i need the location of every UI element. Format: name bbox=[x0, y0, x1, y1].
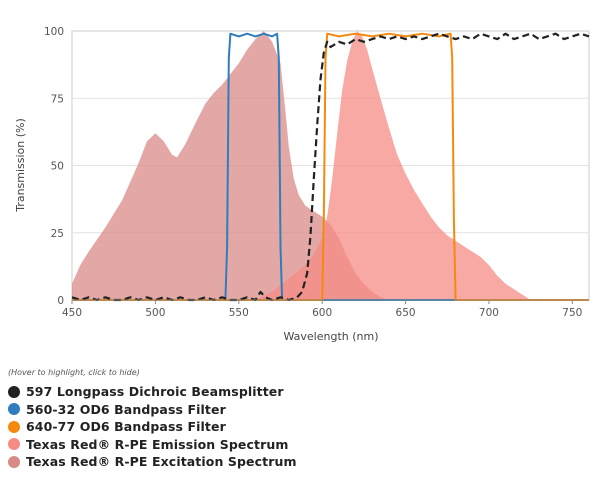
legend-item[interactable]: Texas Red® R-PE Excitation Spectrum bbox=[8, 453, 297, 471]
y-tick-label: 25 bbox=[51, 228, 64, 240]
y-axis-title: Transmission (%) bbox=[14, 118, 27, 213]
legend-swatch bbox=[8, 403, 20, 416]
legend-label: 597 Longpass Dichroic Beamsplitter bbox=[26, 384, 284, 400]
y-tick-label: 75 bbox=[51, 93, 64, 105]
series-4-line[interactable] bbox=[71, 32, 590, 302]
x-tick-label: 750 bbox=[562, 307, 582, 319]
legend-label: 640-77 OD6 Bandpass Filter bbox=[26, 419, 226, 435]
y-tick-label: 50 bbox=[51, 161, 64, 173]
x-tick-label: 550 bbox=[229, 307, 249, 319]
x-tick-label: 450 bbox=[62, 307, 82, 319]
legend-item[interactable]: 597 Longpass Dichroic Beamsplitter bbox=[8, 383, 297, 401]
legend: (Hover to highlight, click to hide) 597 … bbox=[8, 368, 297, 471]
x-axis-title: Wavelength (nm) bbox=[283, 330, 378, 343]
series-3-line[interactable] bbox=[72, 32, 589, 301]
legend-item[interactable]: Texas Red® R-PE Emission Spectrum bbox=[8, 436, 297, 454]
plot-series bbox=[71, 31, 590, 302]
spectrum-chart: 0 25 50 75 100 450 500 550 600 650 700 750 Waveleng… bbox=[14, 26, 590, 343]
x-tick-label: 650 bbox=[396, 307, 416, 319]
y-tick-label: 100 bbox=[44, 26, 64, 38]
y-tick-label: 0 bbox=[57, 295, 64, 307]
legend-swatch bbox=[8, 420, 20, 433]
series-2-line[interactable] bbox=[72, 32, 589, 301]
x-tick-label: 600 bbox=[312, 307, 332, 319]
legend-swatch bbox=[8, 455, 20, 468]
x-tick-label: 500 bbox=[145, 307, 165, 319]
legend-item[interactable]: 560-32 OD6 Bandpass Filter bbox=[8, 401, 297, 419]
legend-label: 560-32 OD6 Bandpass Filter bbox=[26, 401, 226, 417]
legend-swatch bbox=[8, 385, 20, 398]
legend-label: Texas Red® R-PE Emission Spectrum bbox=[26, 436, 289, 452]
legend-label: Texas Red® R-PE Excitation Spectrum bbox=[26, 454, 297, 470]
legend-hint: (Hover to highlight, click to hide) bbox=[8, 368, 140, 377]
legend-item[interactable]: 640-77 OD6 Bandpass Filter bbox=[8, 418, 297, 436]
legend-swatch bbox=[8, 438, 20, 451]
legend-items: 597 Longpass Dichroic Beamsplitter 560-32… bbox=[8, 383, 297, 471]
x-tick-label: 700 bbox=[479, 307, 499, 319]
axes: 0 25 50 75 100 450 500 550 600 650 700 750 bbox=[44, 26, 589, 319]
